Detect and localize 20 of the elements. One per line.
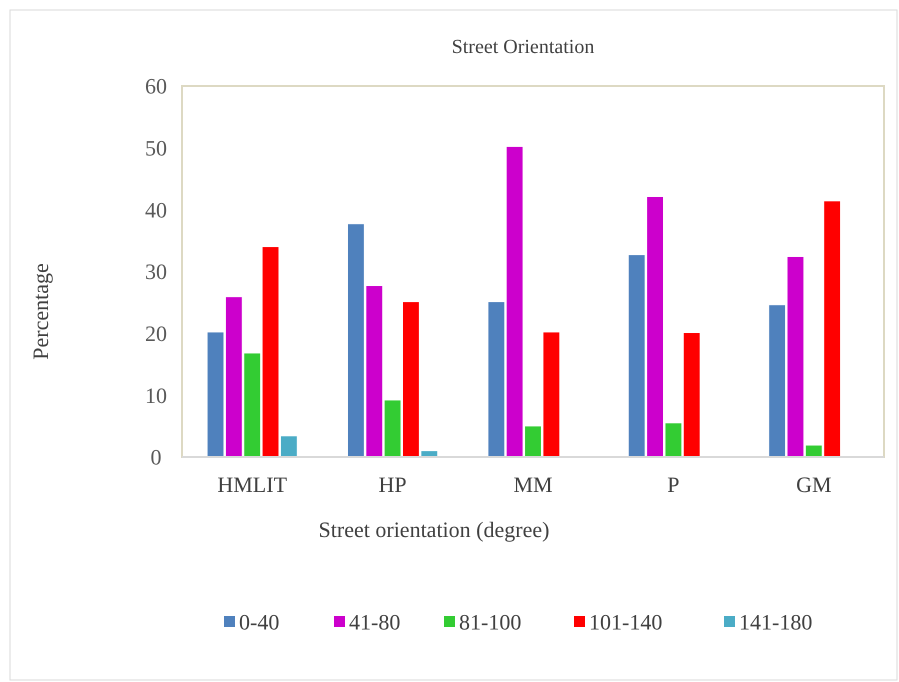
x-tick-label: MM [513, 472, 553, 497]
y-tick-label: 60 [145, 74, 167, 99]
x-tick-label: P [667, 472, 680, 497]
x-axis-title: Street orientation (degree) [318, 517, 550, 542]
legend-label: 101-140 [589, 610, 662, 635]
x-tick-label: HP [378, 472, 407, 497]
y-tick-label: 10 [145, 382, 167, 408]
legend-label: 141-180 [739, 610, 812, 635]
y-axis-title: Percentage [28, 263, 53, 360]
y-tick-label: 30 [145, 259, 167, 284]
legend-label: 81-100 [459, 610, 522, 635]
y-tick-label: 40 [145, 197, 167, 222]
chart-title: Street Orientation [452, 36, 594, 58]
legend-label: 0-40 [239, 610, 280, 635]
legend-label: 41-80 [349, 610, 400, 635]
y-tick-label: 50 [145, 136, 167, 161]
y-tick-label: 20 [145, 321, 167, 346]
y-tick-label: 0 [150, 444, 162, 470]
x-tick-label: GM [796, 472, 832, 497]
x-tick-label: HMLIT [217, 472, 288, 497]
